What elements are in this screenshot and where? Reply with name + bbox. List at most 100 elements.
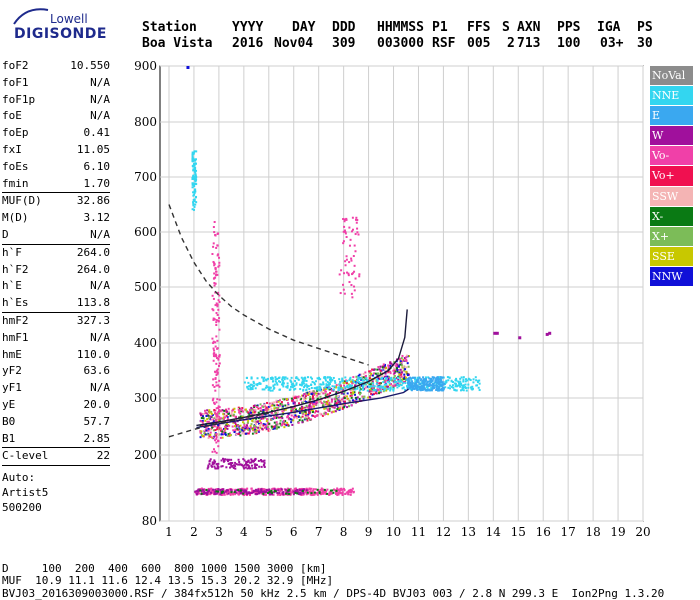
spread-echo: [214, 268, 217, 271]
es-layer-echo: [260, 492, 263, 495]
spread-echo: [194, 168, 197, 171]
es-upper-echo: [209, 458, 212, 461]
spread-echo: [216, 232, 219, 235]
f2-x-echo: [406, 378, 409, 381]
f2-x-echo: [289, 385, 292, 388]
f2-echo: [237, 433, 240, 436]
f2-echo: [292, 395, 295, 398]
es-layer-echo: [196, 490, 199, 493]
f2-x-echo: [442, 389, 445, 392]
f2-echo: [350, 380, 353, 383]
spread-echo: [213, 221, 216, 224]
param-row: h`F 264.0: [2, 245, 110, 262]
es-upper-echo: [243, 459, 246, 462]
f2-echo: [279, 403, 282, 406]
x-tick-label: 5: [265, 525, 273, 539]
f2-echo: [303, 396, 306, 399]
es-upper-echo: [250, 461, 253, 464]
f2-x-echo: [328, 387, 331, 390]
f2-echo: [325, 387, 328, 390]
f2-echo: [320, 390, 323, 393]
f2-x-echo: [459, 380, 462, 383]
f2-echo: [306, 419, 309, 422]
f2-echo: [382, 363, 385, 366]
es-layer-echo: [300, 493, 303, 496]
f2-echo: [286, 421, 289, 424]
f2-echo: [232, 413, 235, 416]
f2-echo: [207, 429, 210, 432]
f2-echo: [222, 416, 225, 419]
f2-echo: [402, 381, 405, 384]
es-layer-echo: [329, 490, 332, 493]
f2-echo: [275, 427, 278, 430]
es-layer-echo: [337, 491, 340, 494]
f2-echo: [401, 379, 404, 382]
f2-echo: [270, 408, 273, 411]
x-tick-label: 16: [536, 525, 551, 539]
f2-echo: [382, 390, 385, 393]
f2-x-echo: [357, 378, 360, 381]
param-value: 3.12: [83, 211, 111, 225]
f2-echo: [246, 426, 249, 429]
f2-x-echo: [410, 389, 413, 392]
f2-x-echo: [303, 386, 306, 389]
direction-legend: NoVal NNE E W Vo- Vo+ SSW X- X+ SSE NNW: [650, 66, 693, 288]
es-upper-echo: [220, 459, 223, 462]
f2-echo: [362, 397, 365, 400]
f2-echo: [287, 403, 290, 406]
spread-echo: [339, 292, 342, 295]
f2-echo: [242, 430, 245, 433]
es-layer-echo: [318, 491, 321, 494]
f2-echo: [287, 412, 290, 415]
f2-x-echo: [478, 382, 481, 385]
f2-x-echo: [262, 379, 265, 382]
f2-x-echo: [469, 379, 472, 382]
param-value: 110.0: [76, 347, 110, 361]
f2-x-echo: [421, 389, 424, 392]
spread-echo: [191, 160, 194, 163]
f2-echo: [342, 406, 345, 409]
f2-x-echo: [437, 378, 440, 381]
f2-echo: [278, 399, 281, 402]
f2-echo: [393, 361, 396, 364]
f2-echo: [343, 391, 346, 394]
f2-echo: [383, 366, 386, 369]
f2-echo: [291, 423, 294, 426]
f2-x-echo: [303, 379, 306, 382]
f2-x-echo: [375, 382, 378, 385]
f2-echo: [201, 420, 204, 423]
f2-echo: [326, 408, 329, 411]
spread-echo: [192, 204, 195, 207]
f2-x-echo: [445, 379, 448, 382]
f2-echo: [223, 415, 226, 418]
f2-x-echo: [320, 383, 323, 386]
f2-echo: [275, 406, 278, 409]
f2-echo: [406, 374, 409, 377]
f2-x-echo: [389, 388, 392, 391]
es-layer-echo: [349, 493, 352, 496]
f2-x-echo: [430, 381, 433, 384]
f2-echo: [238, 410, 241, 413]
f2-echo: [383, 368, 386, 371]
f2-echo: [324, 390, 327, 393]
f2-echo: [369, 371, 372, 374]
f2-echo: [240, 409, 243, 412]
f2-echo: [247, 411, 250, 414]
f2-x-echo: [398, 385, 401, 388]
f2-echo: [371, 386, 374, 389]
f2-echo: [342, 389, 345, 392]
spread-echo: [341, 283, 344, 286]
f2-echo: [360, 378, 363, 381]
f2-echo: [238, 411, 241, 414]
es-layer-echo: [288, 489, 291, 492]
f2-x-echo: [426, 387, 429, 390]
f2-echo: [341, 406, 344, 409]
param-value: 10.550: [70, 59, 110, 72]
f2-x-echo: [316, 386, 319, 389]
f2-echo: [403, 375, 406, 378]
f2-x-echo: [250, 377, 253, 380]
f2-echo: [325, 412, 328, 415]
f2-x-echo: [363, 379, 366, 382]
f2-echo: [243, 428, 246, 431]
f2-echo: [337, 383, 340, 386]
